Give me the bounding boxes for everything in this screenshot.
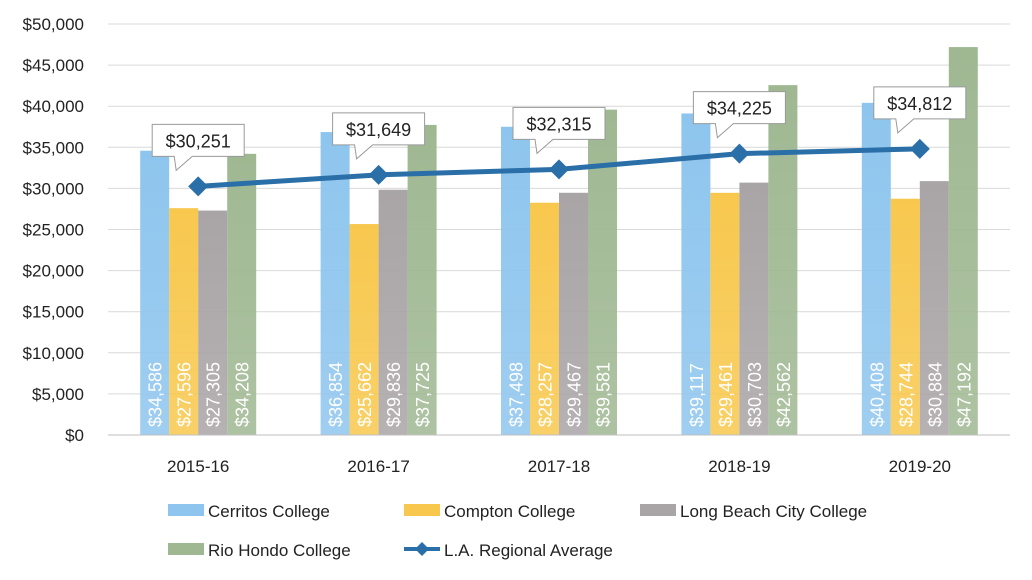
legend-swatch — [168, 504, 204, 516]
bar-rio-hondo-college — [768, 85, 798, 436]
legend-label: Cerritos College — [208, 502, 330, 521]
y-tick-label: $10,000 — [23, 344, 84, 363]
average-marker — [909, 138, 930, 159]
average-callout — [873, 86, 967, 134]
bar-value-label: $34,208 — [233, 362, 253, 427]
average-marker — [188, 176, 209, 197]
y-tick-label: $15,000 — [23, 303, 84, 322]
y-tick-label: $25,000 — [23, 221, 84, 240]
bar-long-beach-city-college — [919, 181, 949, 435]
bar-long-beach-city-college — [559, 192, 588, 435]
legend-label: Rio Hondo College — [208, 541, 351, 560]
average-marker — [729, 143, 750, 164]
y-tick-label: $40,000 — [23, 97, 84, 116]
x-tick-label: 2017-18 — [528, 457, 590, 476]
bar-value-label: $42,562 — [774, 362, 794, 427]
average-callout — [332, 112, 426, 160]
y-tick-label: $5,000 — [32, 385, 84, 404]
bar-value-label: $29,467 — [565, 362, 585, 427]
bar-cerritos-college — [140, 150, 170, 436]
legend: Cerritos College Compton College Long Beac… — [168, 502, 867, 560]
bar-value-label: $27,305 — [204, 362, 224, 427]
x-tick-label: 2016-17 — [347, 457, 409, 476]
average-callout — [151, 123, 245, 172]
bar-value-label: $28,744 — [896, 362, 916, 427]
y-tick-label: $20,000 — [23, 262, 84, 281]
legend-label: Compton College — [444, 502, 575, 521]
bar-compton-college — [349, 224, 379, 435]
bar-value-label: $27,596 — [175, 362, 195, 427]
legend-marker — [415, 542, 429, 556]
bar-value-label: $30,703 — [745, 362, 765, 427]
bar-compton-college — [169, 208, 199, 435]
bar-value-label: $36,854 — [326, 362, 346, 427]
average-value-label: $32,315 — [526, 114, 591, 134]
average-value-label: $34,225 — [707, 99, 772, 119]
average-callout — [512, 106, 606, 155]
bars: $34,586 $27,596 $27,305 $34,208 $36,854 $25,6… — [140, 47, 978, 436]
bar-long-beach-city-college — [378, 189, 408, 435]
bar-cerritos-college — [681, 113, 711, 436]
bar-rio-hondo-college — [407, 124, 437, 435]
x-tick-label: 2018-19 — [708, 457, 770, 476]
bar-value-label: $39,117 — [687, 363, 707, 427]
bar-cerritos-college — [861, 102, 891, 435]
y-tick-label: $45,000 — [23, 56, 84, 75]
bar-value-label: $29,461 — [716, 362, 736, 427]
bar-value-label: $25,662 — [355, 362, 375, 427]
bar-value-label: $34,586 — [146, 362, 166, 427]
bar-value-label: $37,725 — [413, 362, 433, 427]
y-axis: $0 $5,000 $10,000 $15,000 $20,000 $25,000 $30,… — [23, 15, 84, 445]
legend-label: L.A. Regional Average — [444, 541, 613, 560]
bar-compton-college — [710, 192, 740, 435]
legend-swatch — [640, 504, 676, 516]
y-tick-label: $50,000 — [23, 15, 84, 34]
legend-swatch — [404, 504, 440, 516]
y-tick-label: $30,000 — [23, 179, 84, 198]
legend-label: Long Beach City College — [680, 502, 867, 521]
y-tick-label: $35,000 — [23, 138, 84, 157]
bar-rio-hondo-college — [227, 153, 257, 435]
bar-value-label: $28,257 — [536, 362, 556, 427]
x-tick-label: 2015-16 — [167, 457, 229, 476]
x-axis: 2015-16 2016-17 2017-18 2018-19 2019-20 — [108, 434, 1010, 476]
average-value-label: $30,251 — [166, 131, 231, 151]
bar-compton-college — [890, 198, 920, 435]
legend-swatch — [168, 543, 204, 555]
average-marker — [368, 164, 389, 185]
bar-value-label: $29,836 — [384, 362, 404, 427]
average-callout — [692, 91, 786, 139]
bar-value-label: $47,192 — [954, 362, 974, 427]
average-value-label: $31,649 — [346, 120, 411, 140]
bar-long-beach-city-college — [739, 182, 769, 435]
bar-long-beach-city-college — [198, 210, 228, 435]
bar-value-label: $37,498 — [507, 362, 527, 427]
x-tick-label: 2019-20 — [889, 457, 951, 476]
average-marker — [549, 159, 569, 180]
bar-cerritos-college — [501, 126, 530, 435]
bar-compton-college — [530, 202, 559, 435]
bar-value-label: $39,581 — [594, 362, 614, 427]
bar-cerritos-college — [320, 132, 350, 435]
regional-average-line: $30,251 $31,649 $32,315 $34,225 $34,812 — [151, 86, 967, 197]
y-tick-label: $0 — [65, 426, 84, 445]
bar-value-label: $30,884 — [925, 362, 945, 427]
average-value-label: $34,812 — [887, 94, 952, 114]
bar-value-label: $40,408 — [867, 362, 887, 427]
